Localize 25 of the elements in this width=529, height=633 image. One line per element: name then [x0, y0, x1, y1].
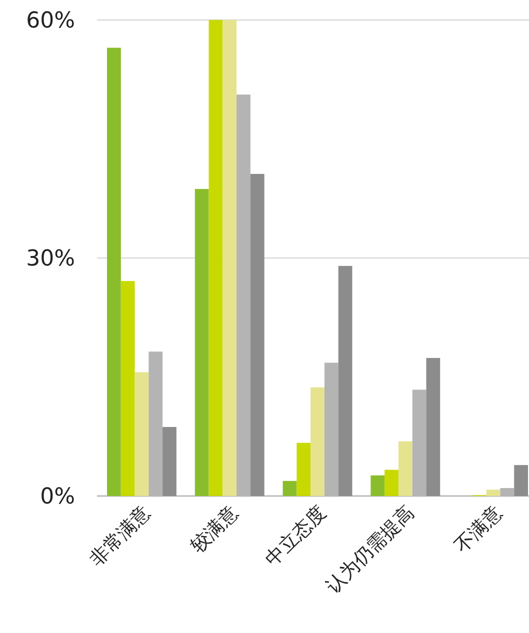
bar [194, 188, 209, 496]
bar [338, 266, 352, 496]
bar [310, 387, 324, 496]
bar [426, 358, 440, 496]
bar [208, 20, 223, 496]
x-tick-label: 不满意 [450, 501, 506, 558]
bar [134, 372, 149, 496]
bar [398, 441, 412, 496]
bar [222, 20, 237, 496]
x-tick-label: 较满意 [186, 501, 243, 558]
bar [384, 470, 398, 496]
bar [107, 48, 121, 496]
bar [120, 281, 135, 496]
bar [282, 480, 297, 496]
bar [296, 442, 311, 496]
bar [486, 490, 500, 496]
bar [514, 465, 528, 496]
y-tick-label: 30% [26, 246, 75, 272]
x-tick-label: 中立态度 [261, 501, 330, 571]
y-tick-label: 0% [40, 484, 75, 510]
bar [250, 174, 264, 496]
bar [162, 426, 176, 496]
bar [370, 475, 385, 496]
x-tick-label: 非常满意 [85, 501, 155, 571]
y-tick-label: 60% [26, 8, 75, 34]
